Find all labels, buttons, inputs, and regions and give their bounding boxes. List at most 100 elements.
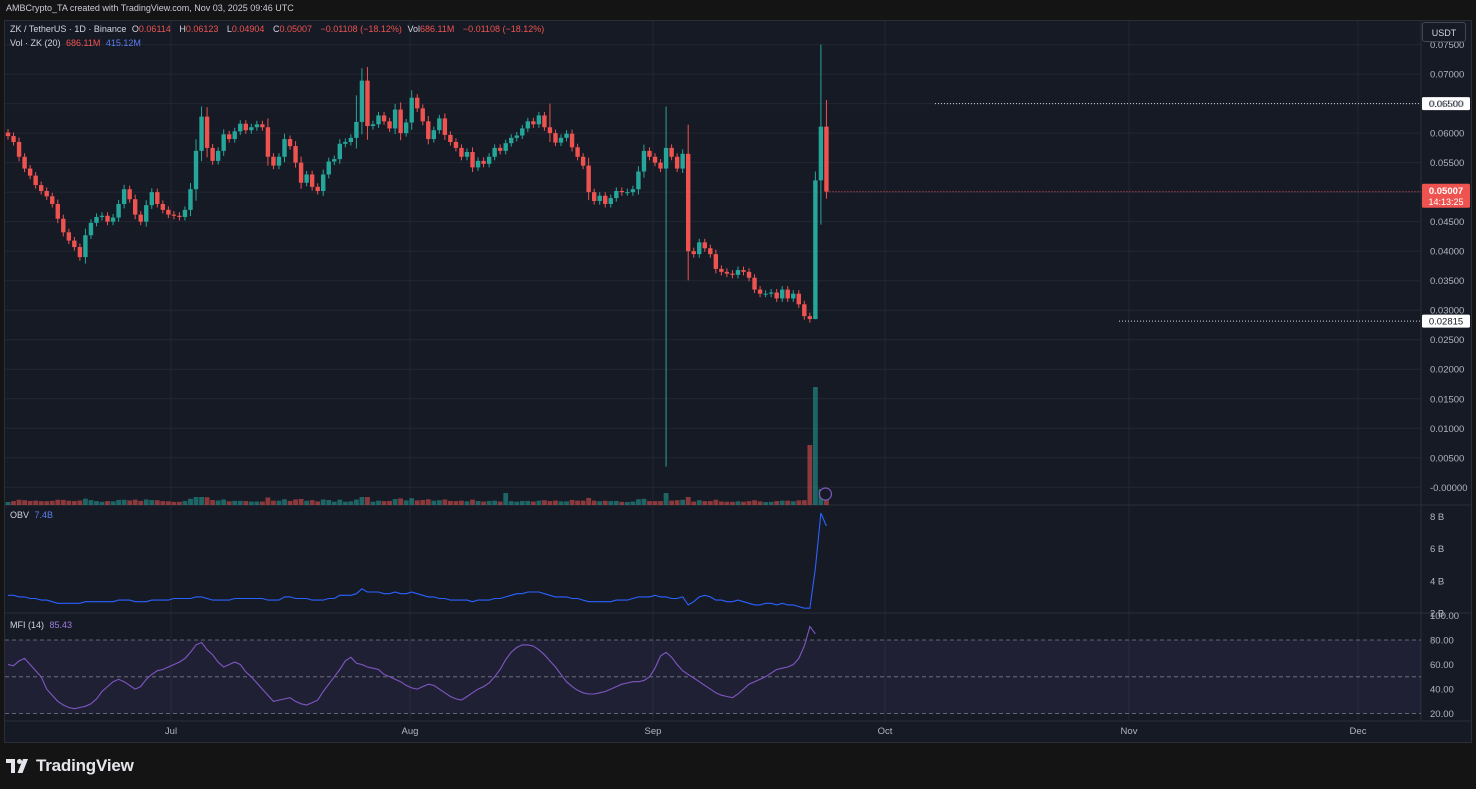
- candle-body: [199, 116, 204, 151]
- volume-bar: [276, 500, 282, 505]
- currency-button[interactable]: USDT: [1422, 22, 1466, 42]
- candle-body: [464, 152, 470, 157]
- volume-bar: [259, 501, 265, 505]
- mfi-tick-label: 100.00: [1430, 611, 1459, 622]
- volume-bar: [718, 501, 724, 505]
- volume-bar: [55, 499, 61, 505]
- price-tick-label: 0.06500: [1430, 99, 1464, 110]
- price-tick-label: 0.03000: [1430, 306, 1464, 317]
- volume-bar: [121, 499, 127, 505]
- volume-bar: [801, 500, 807, 505]
- volume-bar: [619, 501, 625, 505]
- volume-bar: [685, 497, 691, 505]
- volume-bar: [702, 501, 708, 505]
- volume-bar: [116, 499, 121, 505]
- chart-svg[interactable]: 0.065000.028150.075000.070000.065000.060…: [5, 21, 1471, 742]
- volume-bar: [741, 501, 746, 505]
- candle-body: [210, 147, 215, 161]
- volume-bar: [790, 501, 796, 505]
- volume-bar: [431, 500, 437, 505]
- chart-frame[interactable]: 0.06500 0.02815 0.07500 0.07000 0.06500 0.060…: [4, 20, 1472, 743]
- volume-bar: [586, 497, 592, 505]
- candle-body: [171, 214, 177, 216]
- mfi-tick-label: 60.00: [1430, 660, 1454, 671]
- candle-body: [132, 199, 138, 215]
- volume-bar: [49, 500, 55, 505]
- open-value: 0.06114: [138, 24, 171, 34]
- candle-body: [791, 293, 796, 299]
- candle-body: [558, 137, 564, 143]
- volume-bar: [160, 501, 166, 505]
- volume-bar: [768, 501, 774, 505]
- obv-tick-label: 6 B: [1430, 544, 1444, 555]
- volume-bar: [812, 387, 818, 505]
- volume-bar: [597, 501, 603, 505]
- volume-indicator-label[interactable]: Vol · ZK (20): [10, 38, 61, 48]
- candle-body: [77, 247, 83, 258]
- candle-body: [94, 216, 99, 223]
- candle-body: [99, 215, 105, 217]
- volume-bar: [282, 499, 287, 505]
- candle-body: [453, 142, 459, 148]
- volume-bar: [44, 501, 50, 505]
- candle-body: [254, 124, 260, 128]
- candle-body: [105, 215, 110, 222]
- candle-body: [166, 209, 171, 215]
- volume-bar: [436, 500, 442, 505]
- candle-body: [83, 235, 88, 258]
- volume-bar: [265, 497, 271, 505]
- obv-label[interactable]: OBV: [10, 510, 30, 520]
- symbol-label[interactable]: ZK / TetherUS · 1D · Binance: [10, 24, 127, 34]
- candle-body: [525, 121, 531, 129]
- candle-body: [514, 135, 519, 138]
- vol-label: Vol: [407, 24, 420, 34]
- candle-body: [315, 186, 320, 191]
- mfi-legend: MFI (14) 85.43: [10, 620, 75, 630]
- volume-bar: [630, 501, 636, 505]
- time-tick-label: Oct: [878, 726, 893, 737]
- candle-body: [298, 162, 304, 183]
- mfi-label[interactable]: MFI (14): [10, 620, 45, 630]
- candle-body: [547, 127, 553, 134]
- volume-bar: [342, 501, 348, 505]
- volume-bar: [77, 500, 83, 505]
- volume-bar: [22, 500, 27, 505]
- volume-bar: [353, 499, 359, 505]
- volume-bar: [326, 500, 332, 505]
- volume-bar: [16, 499, 22, 505]
- volume-bar: [796, 500, 802, 505]
- volume-bar: [470, 499, 475, 505]
- volume-bar: [94, 501, 99, 505]
- candle-body: [149, 192, 154, 206]
- candle-body: [697, 242, 702, 255]
- candle-body: [332, 159, 337, 162]
- candle-body: [359, 80, 365, 122]
- candle-body: [215, 150, 221, 161]
- mfi-tick-label: 80.00: [1430, 636, 1454, 647]
- candle-body: [674, 156, 680, 169]
- candle-body: [27, 168, 33, 176]
- candle-body: [503, 143, 508, 151]
- volume-bar: [514, 501, 520, 505]
- volume-bar: [674, 500, 680, 505]
- volume-bar: [569, 499, 575, 505]
- candle-body: [586, 165, 591, 193]
- candle-body: [652, 156, 658, 163]
- price-line-label: 0.06500: [1429, 99, 1463, 110]
- candle-body: [61, 218, 66, 233]
- volume-bar: [636, 499, 641, 505]
- candle-body: [437, 118, 442, 131]
- volume-bar: [663, 493, 669, 505]
- volume-bar: [591, 500, 597, 505]
- volume-bar: [165, 501, 171, 505]
- volume-bar: [464, 501, 470, 505]
- candle-body: [50, 196, 55, 204]
- volume-bar: [807, 445, 813, 505]
- candle-body: [509, 137, 514, 144]
- candle-body: [448, 134, 453, 142]
- volume-bar: [60, 499, 66, 505]
- low-label: L: [226, 24, 232, 34]
- volume-bar: [414, 500, 420, 505]
- candle-body: [121, 189, 127, 204]
- candle-body: [398, 109, 403, 134]
